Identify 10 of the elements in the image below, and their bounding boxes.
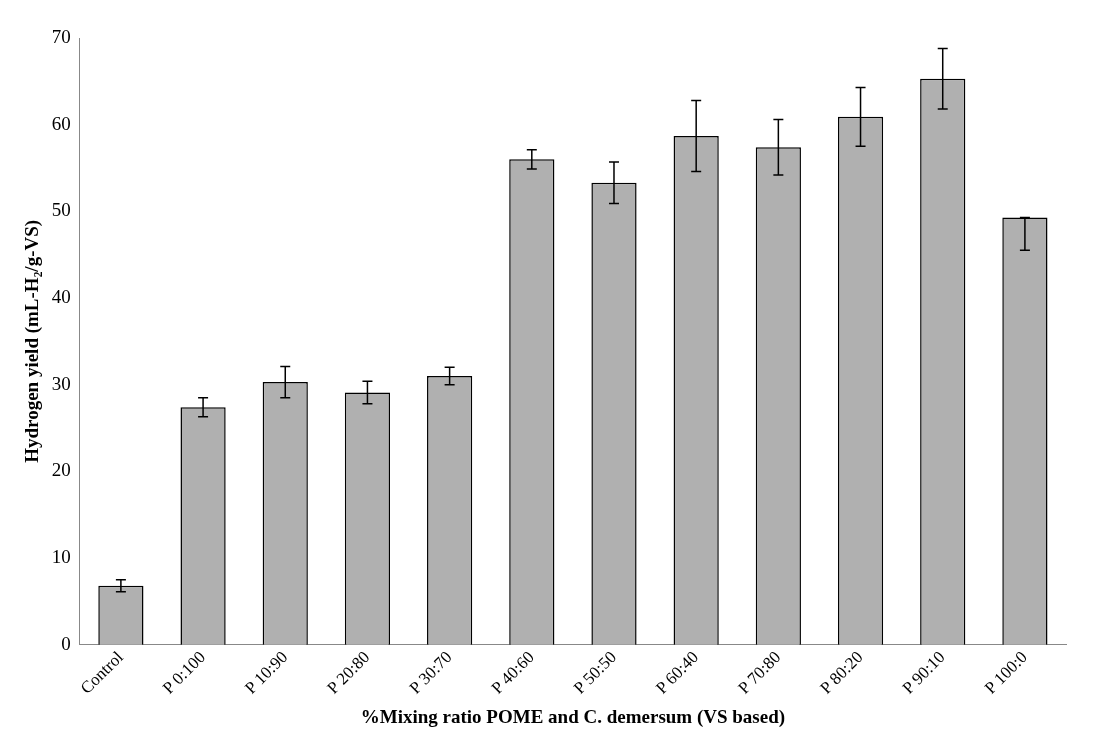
- y-tick-label: 50: [51, 199, 71, 221]
- y-tick-label: 30: [51, 372, 71, 394]
- y-axis-title: Hydrogen yield (mL-H₂/g-VS): [21, 219, 44, 463]
- y-tick-label: 60: [51, 112, 71, 134]
- y-tick-label: 0: [61, 632, 71, 654]
- y-tick-label: 20: [51, 459, 71, 481]
- x-axis-title: %Mixing ratio POME and C. demersum (VS based): [360, 705, 786, 728]
- y-tick-label: 40: [51, 286, 71, 307]
- y-tick-label: 70: [51, 25, 71, 47]
- y-tick-label: 10: [51, 546, 71, 568]
